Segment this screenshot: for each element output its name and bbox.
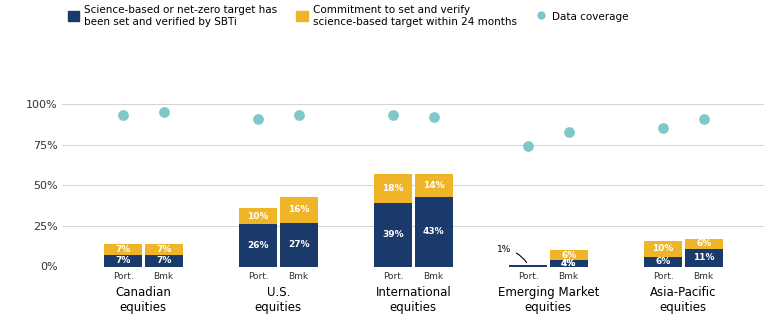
Bar [415, 197, 452, 266]
Point [117, 113, 129, 118]
Bar [685, 239, 722, 249]
Bar [280, 223, 317, 266]
Text: Bmk: Bmk [154, 272, 174, 281]
Bar [239, 224, 277, 266]
Bar [550, 250, 587, 260]
Text: 10%: 10% [652, 244, 674, 253]
Text: Port.: Port. [383, 272, 403, 281]
Text: 1%: 1% [497, 245, 526, 263]
Point [252, 116, 264, 121]
Text: Bmk: Bmk [289, 272, 309, 281]
Text: 7%: 7% [156, 245, 172, 254]
Text: Port.: Port. [518, 272, 538, 281]
Text: Port.: Port. [248, 272, 268, 281]
Bar [509, 265, 547, 266]
Bar [280, 197, 317, 223]
Point [292, 113, 305, 118]
Point [427, 114, 440, 120]
Bar [145, 244, 183, 255]
Text: 4%: 4% [561, 259, 576, 268]
Text: 6%: 6% [655, 257, 671, 266]
Text: 16%: 16% [288, 205, 310, 214]
Text: 6%: 6% [696, 239, 711, 248]
Text: 11%: 11% [693, 253, 714, 262]
Point [697, 116, 710, 121]
Text: 7%: 7% [156, 256, 172, 265]
Point [387, 113, 399, 118]
Bar [550, 260, 587, 266]
Text: 7%: 7% [115, 245, 131, 254]
Text: 6%: 6% [561, 251, 576, 260]
Text: 26%: 26% [247, 241, 269, 250]
Text: 27%: 27% [288, 240, 310, 249]
Bar [644, 257, 682, 266]
Text: Port.: Port. [113, 272, 133, 281]
Bar [239, 208, 277, 224]
Bar [415, 174, 452, 197]
Point [657, 126, 669, 131]
Text: 43%: 43% [423, 227, 445, 236]
Bar [685, 249, 722, 266]
Text: 10%: 10% [247, 212, 269, 221]
Bar [374, 174, 412, 203]
Bar [105, 244, 142, 255]
Text: 39%: 39% [382, 230, 404, 239]
Text: 18%: 18% [382, 184, 404, 193]
Point [562, 129, 575, 134]
Text: 4%: 4% [561, 259, 576, 268]
Legend: Science-based or net-zero target has
been set and verified by SBTi, Commitment t: Science-based or net-zero target has bee… [68, 5, 629, 27]
Bar [644, 240, 682, 257]
Text: Port.: Port. [653, 272, 673, 281]
Text: 7%: 7% [115, 256, 131, 265]
Text: Bmk: Bmk [558, 272, 579, 281]
Text: 14%: 14% [423, 181, 445, 190]
Text: Bmk: Bmk [693, 272, 714, 281]
Point [158, 110, 170, 115]
Bar [374, 203, 412, 266]
Point [522, 144, 534, 149]
Text: Bmk: Bmk [424, 272, 444, 281]
Bar [145, 255, 183, 266]
Bar [105, 255, 142, 266]
